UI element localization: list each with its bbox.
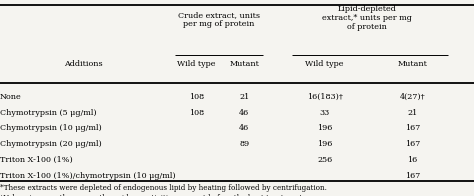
Text: 16: 16 xyxy=(407,156,418,164)
Text: 108: 108 xyxy=(189,93,204,101)
Text: *These extracts were depleted of endogenous lipid by heating followed by centrif: *These extracts were depleted of endogen… xyxy=(0,184,327,192)
Text: 16(183)†: 16(183)† xyxy=(307,93,343,101)
Text: Chymotrypsin (5 μg/ml): Chymotrypsin (5 μg/ml) xyxy=(0,109,97,117)
Text: 196: 196 xyxy=(317,124,332,132)
Text: 167: 167 xyxy=(405,124,420,132)
Text: 21: 21 xyxy=(407,109,418,117)
Text: Lipid-depleted
extract,* units per mg
of protein: Lipid-depleted extract,* units per mg of… xyxy=(322,5,412,31)
Text: Crude extract, units
per mg of protein: Crude extract, units per mg of protein xyxy=(178,11,260,28)
Text: Chymotrypsin (20 μg/ml): Chymotrypsin (20 μg/ml) xyxy=(0,140,102,148)
Text: None: None xyxy=(0,93,22,101)
Text: Wild type: Wild type xyxy=(177,60,216,68)
Text: Mutant: Mutant xyxy=(397,60,428,68)
Text: 46: 46 xyxy=(239,124,249,132)
Text: Triton X-100 (1%): Triton X-100 (1%) xyxy=(0,156,73,164)
Text: 46: 46 xyxy=(239,109,249,117)
Text: 89: 89 xyxy=(239,140,249,148)
Text: 108: 108 xyxy=(189,109,204,117)
Text: 167: 167 xyxy=(405,172,420,180)
Text: 33: 33 xyxy=(319,109,330,117)
Text: Mutant: Mutant xyxy=(229,60,259,68)
Text: †Values in parentheses are the oxidase activities present before the heat treatm: †Values in parentheses are the oxidase a… xyxy=(0,194,304,196)
Text: 167: 167 xyxy=(405,140,420,148)
Text: 256: 256 xyxy=(317,156,332,164)
Text: Additions: Additions xyxy=(64,60,102,68)
Text: 4(27)†: 4(27)† xyxy=(400,93,425,101)
Text: Triton X-100 (1%)/chymotrypsin (10 μg/ml): Triton X-100 (1%)/chymotrypsin (10 μg/ml… xyxy=(0,172,176,180)
Text: 21: 21 xyxy=(239,93,249,101)
Text: Chymotrypsin (10 μg/ml): Chymotrypsin (10 μg/ml) xyxy=(0,124,102,132)
Text: 196: 196 xyxy=(317,140,332,148)
Text: Wild type: Wild type xyxy=(305,60,344,68)
